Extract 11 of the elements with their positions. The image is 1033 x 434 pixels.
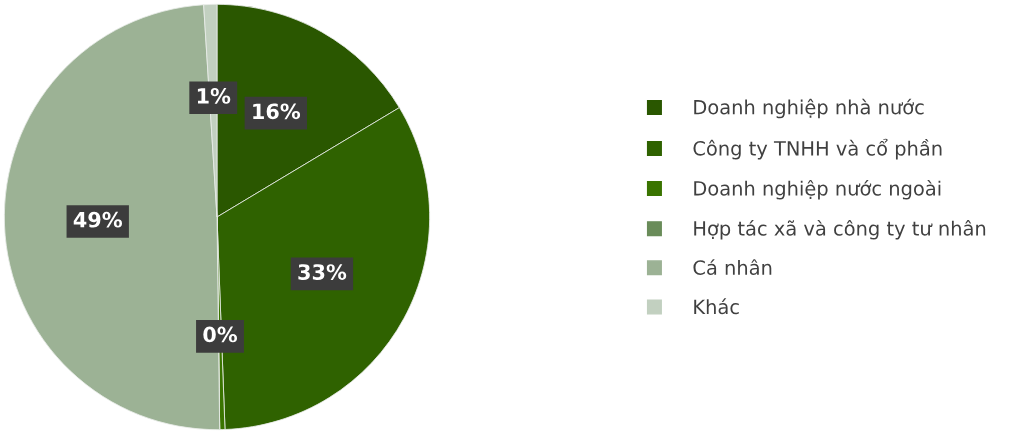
legend-label: Hợp tác xã và công ty tư nhân <box>694 219 986 240</box>
data-label: 33% <box>298 264 347 280</box>
legend-label: Doanh nghiệp nhà nước <box>694 98 924 119</box>
legend-label: Khác <box>694 298 739 315</box>
data-label: 49% <box>73 211 122 228</box>
legend-label: Doanh nghiệp nước ngoài <box>694 179 941 200</box>
legend-label: Công ty TNHH và cổ phần <box>693 138 942 160</box>
data-label: 0% <box>203 326 238 343</box>
data-label: 16% <box>253 103 301 120</box>
legend-label: Cá nhân <box>693 259 772 275</box>
data-label: 1% <box>197 88 231 104</box>
